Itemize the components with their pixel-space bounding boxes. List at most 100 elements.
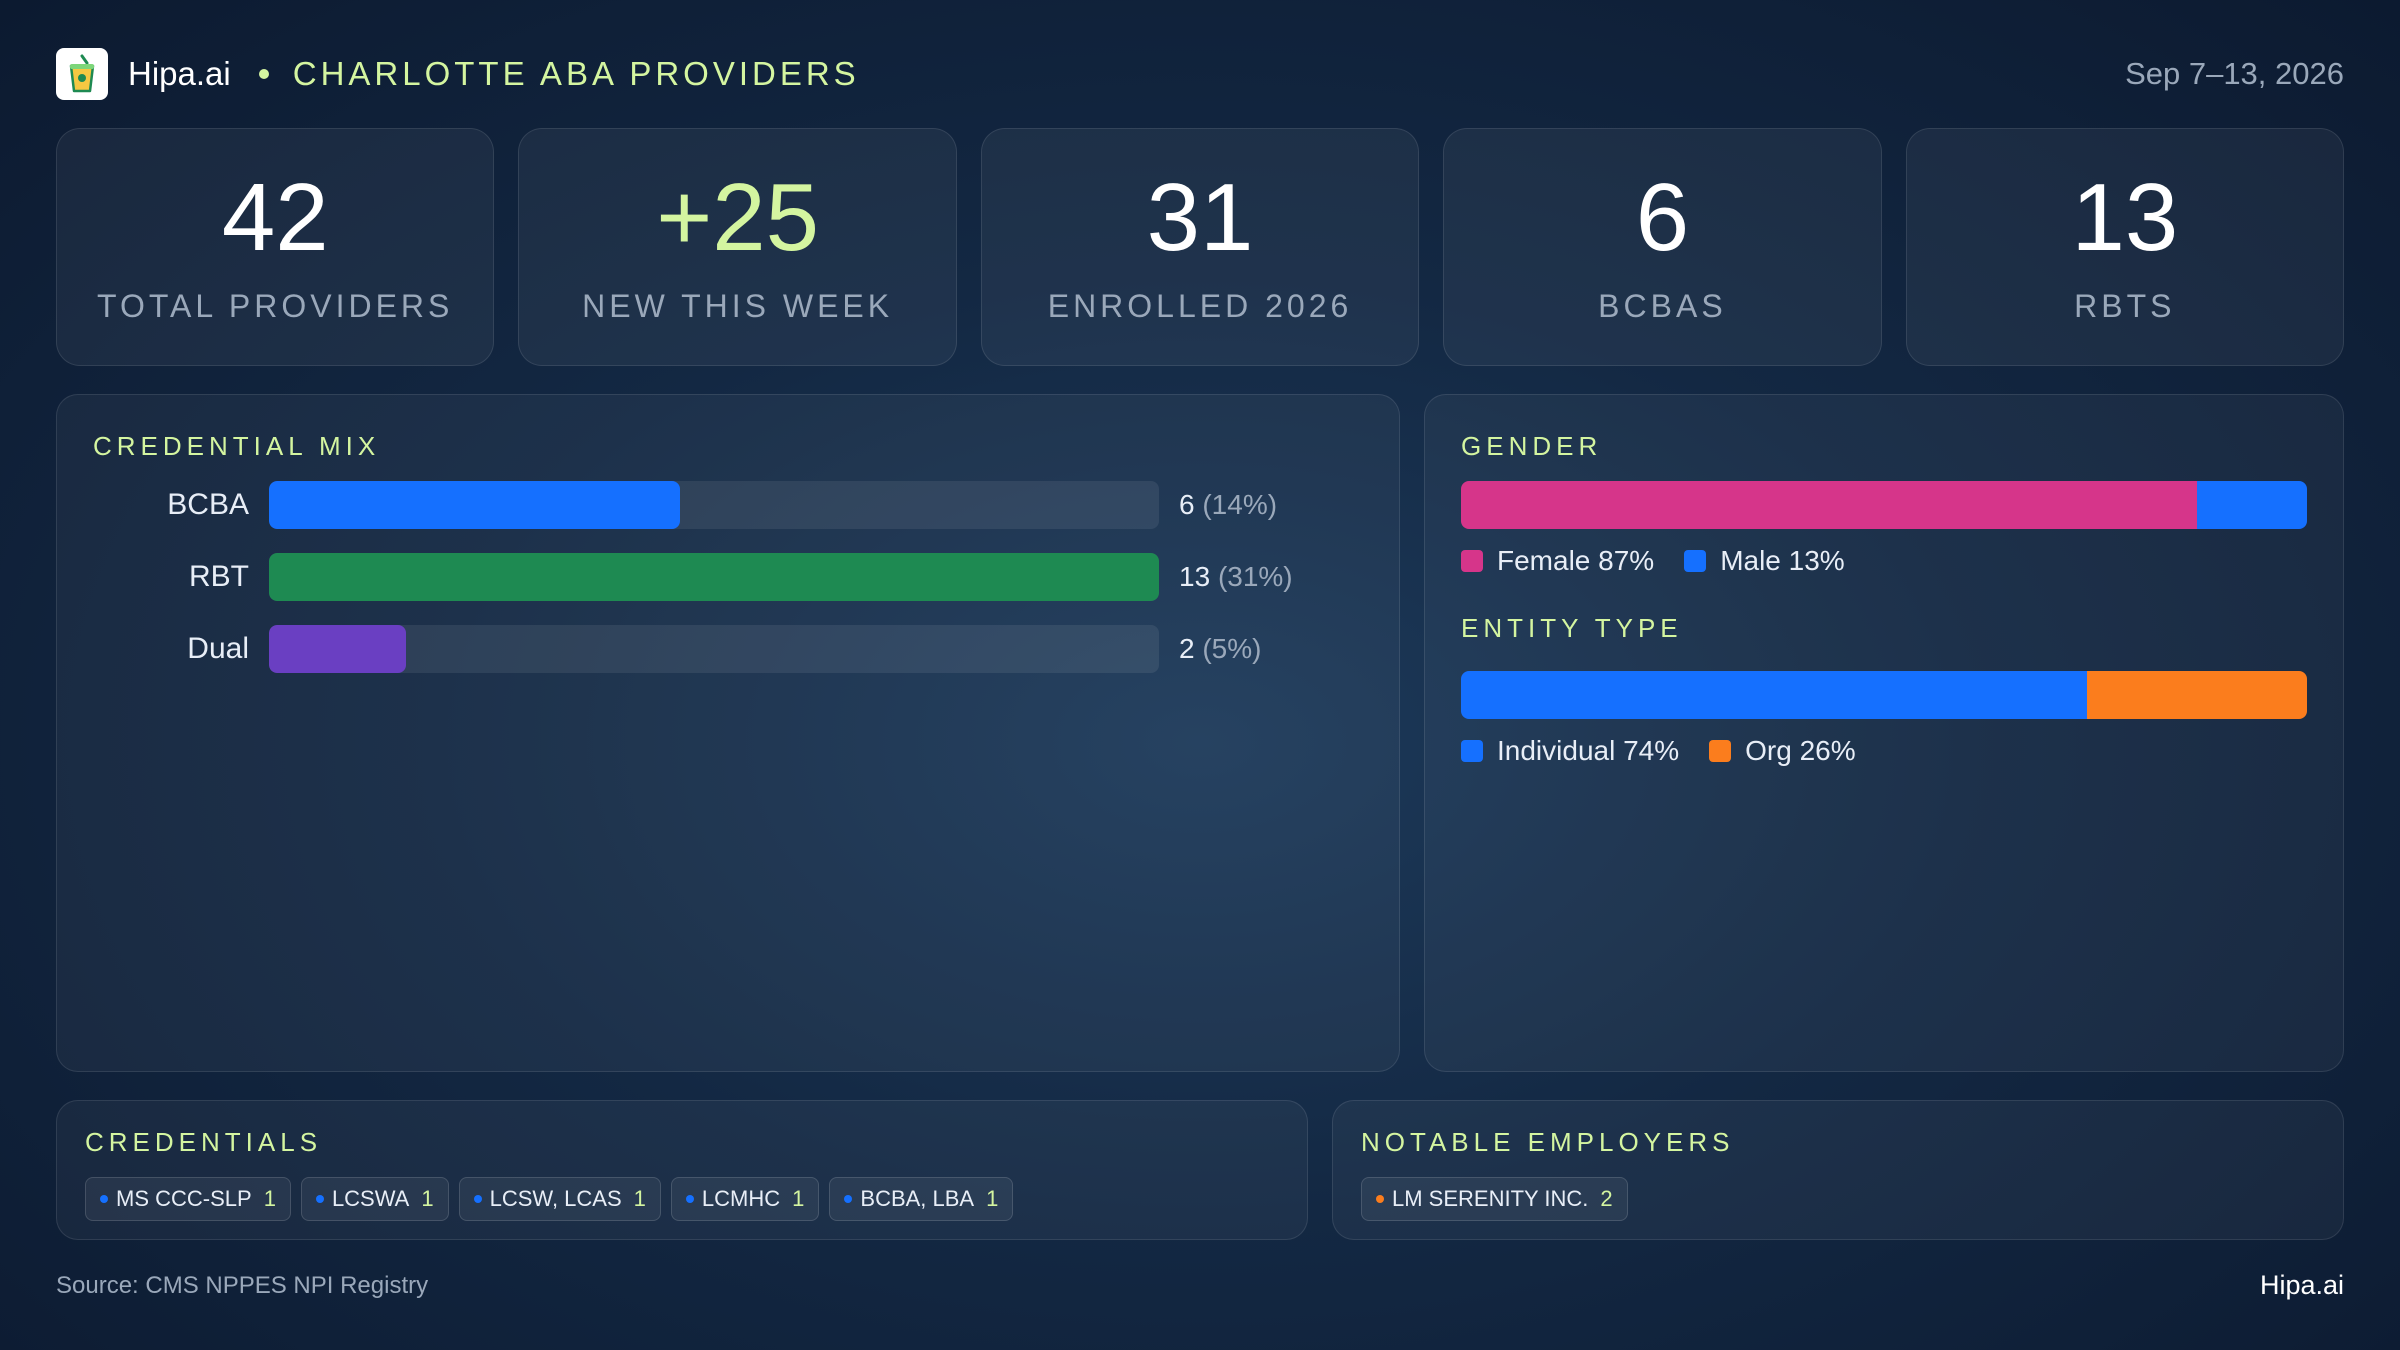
bar-track — [269, 625, 1159, 673]
chip-label: LCMHC — [701, 1186, 781, 1211]
chip-label: LCSWA — [331, 1186, 410, 1211]
bar-percent: (14%) — [1202, 489, 1278, 520]
bar-value-label: 6 (14%) — [1179, 489, 1277, 521]
credential-chip[interactable]: BCBA, LBA 1 — [829, 1177, 1014, 1221]
legend-individual: Individual 74% — [1461, 735, 1679, 767]
legend-label: Org 26% — [1745, 735, 1856, 766]
stat-value: +25 — [656, 163, 820, 271]
bar-row-rbt: RBT 13 (31%) — [93, 553, 1293, 601]
bar-value-label: 2 (5%) — [1179, 633, 1261, 665]
chip-count: 2 — [1600, 1186, 1613, 1211]
chip-count: 1 — [633, 1186, 646, 1211]
panel-title: CREDENTIAL MIX — [93, 431, 381, 461]
panel-title: CREDENTIALS — [85, 1127, 323, 1157]
bullet-dot — [685, 1195, 694, 1203]
segment-individual — [1461, 671, 2088, 719]
gender-legend: Female 87% Male 13% — [1461, 545, 1875, 577]
demographics-panel: GENDER Female 87% Male 13% ENTITY TYPE I… — [1424, 394, 2344, 1072]
chip-count: 1 — [986, 1186, 999, 1211]
entity-type-title: ENTITY TYPE — [1461, 613, 1683, 643]
segment-male — [2197, 481, 2307, 529]
entity-stacked-bar — [1461, 671, 2307, 719]
stat-total-providers: 42 TOTAL PROVIDERS — [56, 128, 495, 366]
bullet-dot — [315, 1195, 324, 1203]
legend-swatch — [1461, 740, 1483, 762]
legend-male: Male 13% — [1684, 545, 1845, 577]
bar-mark — [269, 481, 680, 529]
gender-stacked-bar — [1461, 481, 2307, 529]
employer-chips: LM SERENITY INC. 2 — [1361, 1177, 1628, 1221]
stat-value: 42 — [221, 163, 329, 271]
credential-mix-panel: CREDENTIAL MIX BCBA 6 (14%) RBT 13 (31%)… — [56, 394, 1400, 1072]
credential-chip[interactable]: LCSW, LCAS 1 — [458, 1177, 661, 1221]
bullet-dot — [1376, 1195, 1384, 1203]
stat-enrolled: 31 ENROLLED 2026 — [980, 128, 1420, 366]
stat-value: 6 — [1635, 163, 1690, 271]
stat-bcbas: 6 BCBAS — [1443, 128, 1882, 366]
credential-chip[interactable]: LCSWA 1 — [300, 1177, 449, 1221]
legend-swatch — [1684, 550, 1707, 572]
credentials-panel: CREDENTIALS MS CCC-SLP 1 LCSWA 1 LCSW, LCA… — [56, 1100, 1308, 1240]
stat-value: 31 — [1146, 163, 1254, 271]
bar-category-label: Dual — [187, 632, 249, 665]
bar-count: 2 — [1179, 633, 1195, 664]
legend-org: Org 26% — [1709, 735, 1856, 767]
source-note: Source: CMS NPPES NPI Registry — [56, 1272, 429, 1299]
header: Hipa.ai CHARLOTTE ABA PROVIDERS Sep 7–13… — [56, 48, 2344, 100]
bar-category-label: RBT — [189, 560, 249, 593]
bar-percent: (5%) — [1202, 633, 1262, 664]
page-title: CHARLOTTE ABA PROVIDERS — [292, 55, 860, 92]
stat-label: BCBAS — [1598, 287, 1727, 324]
legend-swatch — [1461, 550, 1483, 572]
employer-chip[interactable]: LM SERENITY INC. 2 — [1361, 1177, 1628, 1221]
segment-female — [1461, 481, 2198, 529]
bar-mark — [269, 553, 1159, 601]
chip-count: 1 — [421, 1186, 434, 1211]
legend-swatch — [1709, 740, 1732, 762]
chip-count: 1 — [792, 1186, 805, 1211]
legend-label: Female 87% — [1497, 545, 1655, 576]
bar-category-label: BCBA — [167, 488, 249, 521]
bar-percent: (31%) — [1217, 561, 1293, 592]
stat-label: NEW THIS WEEK — [582, 287, 894, 324]
chip-label: LCSW, LCAS — [489, 1186, 622, 1211]
entity-legend: Individual 74% Org 26% — [1461, 735, 1886, 767]
bar-track — [269, 481, 1159, 529]
bullet-dot — [473, 1195, 482, 1203]
cup-icon — [56, 48, 108, 100]
bar-row-dual: Dual 2 (5%) — [93, 625, 1261, 673]
stat-label: RBTS — [2074, 287, 2176, 324]
bar-track — [269, 553, 1159, 601]
legend-label: Individual 74% — [1497, 735, 1680, 766]
bullet-dot — [100, 1195, 108, 1203]
stats-row: 42 TOTAL PROVIDERS +25 NEW THIS WEEK 31 … — [56, 128, 2345, 366]
legend-female: Female 87% — [1461, 545, 1654, 577]
bar-count: 13 — [1179, 561, 1211, 592]
separator-dot — [258, 69, 269, 79]
employers-panel: NOTABLE EMPLOYERS LM SERENITY INC. 2 — [1332, 1100, 2344, 1240]
chip-label: MS CCC-SLP — [116, 1186, 252, 1211]
bar-count: 6 — [1179, 489, 1195, 520]
chip-label: BCBA, LBA — [860, 1186, 975, 1211]
stat-label: ENROLLED 2026 — [1047, 287, 1353, 324]
bar-value-label: 13 (31%) — [1179, 561, 1293, 593]
segment-org — [2087, 671, 2307, 719]
chip-count: 1 — [263, 1186, 276, 1211]
credential-chip[interactable]: MS CCC-SLP 1 — [85, 1177, 291, 1221]
stat-label: TOTAL PROVIDERS — [97, 287, 454, 324]
gender-title: GENDER — [1461, 431, 1603, 461]
bar-row-bcba: BCBA 6 (14%) — [93, 481, 1277, 529]
footer-brand: Hipa.ai — [2259, 1270, 2344, 1300]
chip-label: LM SERENITY INC. — [1392, 1186, 1589, 1211]
bullet-dot — [844, 1195, 853, 1203]
credential-chips: MS CCC-SLP 1 LCSWA 1 LCSW, LCAS 1 LCMHC 1 BC… — [85, 1177, 1014, 1221]
legend-label: Male 13% — [1720, 545, 1845, 576]
date-range: Sep 7–13, 2026 — [2125, 56, 2344, 91]
brand-name: Hipa.ai — [128, 55, 231, 92]
stat-value: 13 — [2071, 163, 2179, 271]
stat-rbts: 13 RBTS — [1905, 128, 2345, 366]
credential-chip[interactable]: LCMHC 1 — [670, 1177, 820, 1221]
panel-title: NOTABLE EMPLOYERS — [1361, 1127, 1735, 1157]
bar-mark — [269, 625, 406, 673]
stat-new-this-week: +25 NEW THIS WEEK — [518, 128, 957, 366]
